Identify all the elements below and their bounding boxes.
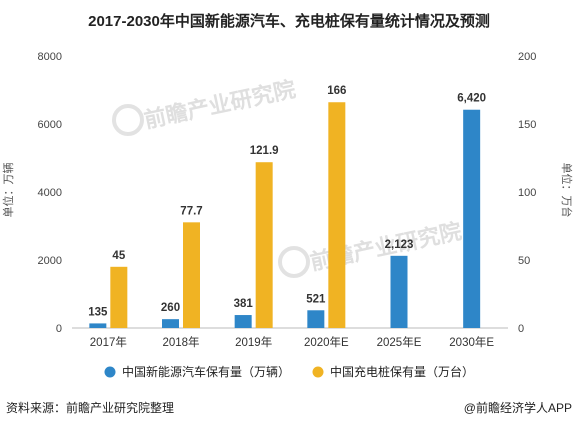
data-label: 521	[306, 293, 326, 305]
bar-ev-4	[390, 255, 408, 328]
bar-ev-2	[234, 315, 252, 328]
data-label: 45	[112, 250, 125, 262]
bar-charger-1	[183, 222, 200, 328]
y-right-tick-label: 150	[518, 119, 536, 131]
y-left-tick-label: 8000	[38, 51, 62, 63]
y-right-tick-label: 200	[518, 51, 536, 63]
data-label: 381	[234, 298, 254, 310]
axes: 0 0 2000 50 4000 100 6000 150 8000 200 2017年 2018年 2…	[38, 51, 537, 349]
data-label: 260	[161, 302, 180, 314]
data-label: 121.9	[250, 145, 279, 157]
footer-credit: @前瞻经济学人APP	[464, 400, 572, 415]
y-left-tick-label: 4000	[38, 187, 62, 199]
y-left-tick-label: 0	[56, 323, 62, 335]
y-right-tick-label: 50	[518, 255, 530, 267]
watermark-logo-icon	[112, 104, 144, 136]
legend-label: 中国充电桩保有量（万台）	[330, 364, 474, 379]
data-labels: 135 260 381 521 2,123 6,420 45 77.7 121.9 166	[88, 85, 486, 318]
y-right-tick-label: 0	[518, 323, 524, 335]
bar-charger-0	[110, 266, 128, 328]
x-tick-label: 2025年E	[377, 335, 422, 349]
watermark-text-1: 前瞻产业研究院	[142, 76, 298, 132]
bar-charger-3	[328, 102, 346, 329]
legend-label: 中国新能源汽车保有量（万辆）	[122, 364, 290, 379]
y-left-tick-label: 2000	[38, 255, 62, 267]
data-label: 77.7	[180, 205, 202, 217]
y-left-tick-label: 6000	[38, 119, 62, 131]
watermark-logo-icon-2	[278, 246, 310, 278]
legend: 中国新能源汽车保有量（万辆） 中国充电桩保有量（万台）	[104, 364, 474, 379]
bars	[89, 102, 481, 329]
y-axis-right-label: 单位：万台	[560, 163, 574, 218]
bar-ev-5	[463, 109, 481, 328]
x-tick-label: 2030年E	[449, 335, 494, 349]
chart-title: 2017-2030年中国新能源汽车、充电桩保有量统计情况及预测	[88, 12, 490, 30]
x-tick-label: 2017年	[90, 335, 127, 349]
data-label: 6,420	[457, 93, 486, 105]
x-tick-label: 2018年	[162, 335, 199, 349]
y-axis-left-label: 单位：万辆	[1, 163, 15, 218]
legend-marker-icon	[104, 366, 116, 378]
x-tick-label: 2020年E	[304, 335, 349, 349]
footer-source: 资料来源：前瞻产业研究院整理	[6, 400, 174, 415]
y-right-tick-label: 100	[518, 187, 536, 199]
bar-ev-0	[89, 323, 107, 328]
bar-ev-3	[307, 310, 325, 328]
bar-ev-1	[162, 319, 179, 328]
data-label: 166	[327, 85, 346, 97]
data-label: 135	[88, 306, 108, 318]
legend-marker-icon	[312, 366, 324, 378]
data-label: 2,123	[385, 239, 414, 251]
bar-charger-2	[255, 162, 273, 328]
x-tick-label: 2019年	[235, 335, 272, 349]
